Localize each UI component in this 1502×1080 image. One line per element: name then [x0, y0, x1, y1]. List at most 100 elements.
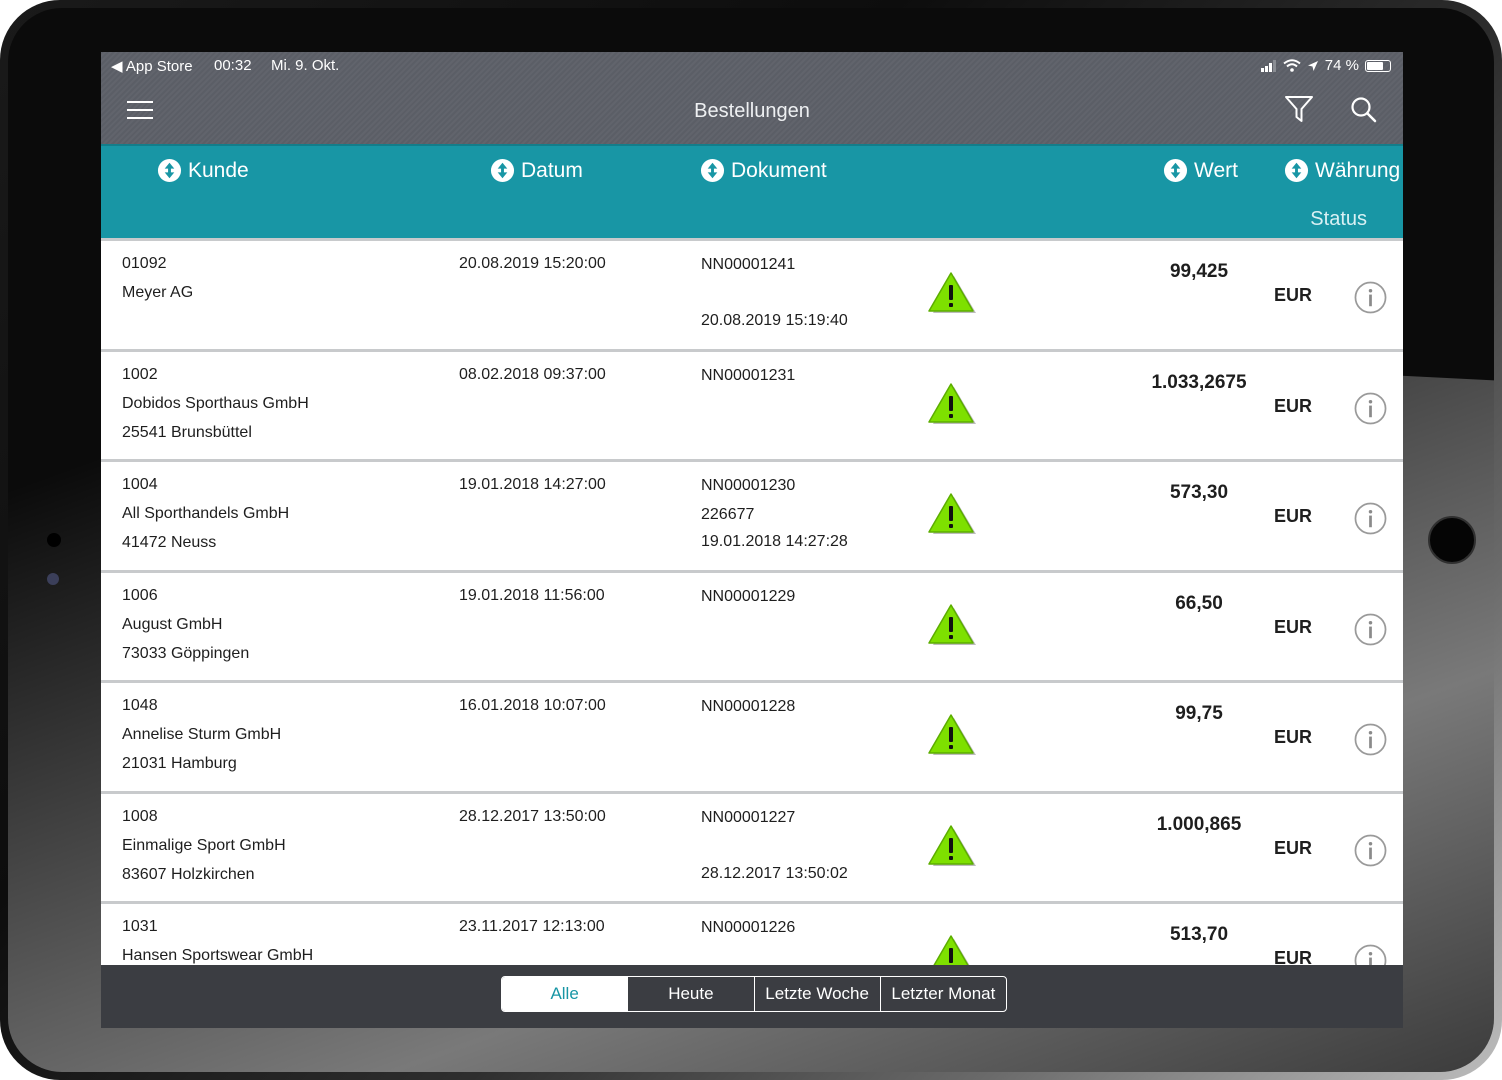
row-divider	[101, 680, 1403, 683]
customer-name: Hansen Sportswear GmbH	[122, 947, 314, 964]
customer-city: 41472 Neuss	[122, 534, 217, 551]
customer-name: Dobidos Sporthaus GmbH	[122, 394, 309, 412]
warning-triangle-icon	[927, 824, 977, 868]
home-button[interactable]	[1428, 516, 1476, 564]
order-date: 23.11.2017 12:13:00	[459, 918, 605, 935]
sort-arrows-icon	[700, 158, 725, 183]
document-date: 20.08.2019 15:19:40	[701, 312, 848, 329]
filter-tab[interactable]: Alle	[502, 977, 628, 1011]
warning-triangle-icon	[927, 713, 977, 757]
row-divider	[101, 901, 1403, 904]
warning-triangle-icon	[927, 603, 977, 647]
location-arrow-icon	[1307, 60, 1318, 71]
customer-number: 1006	[122, 586, 158, 604]
warning-triangle-icon	[927, 271, 977, 315]
order-date: 19.01.2018 11:56:00	[459, 586, 605, 604]
filter-tab[interactable]: Letzter Monat	[879, 977, 1006, 1011]
table-row[interactable]: 1048 Annelise Sturm GmbH 21031 Hamburg 16.0…	[101, 683, 1403, 791]
order-currency: EUR	[1274, 727, 1313, 747]
order-currency: EUR	[1274, 948, 1313, 965]
date-filter-segmented-control: Alle Heute Letzte Woche Letzter Monat	[501, 976, 1007, 1012]
customer-number: 1002	[122, 365, 158, 383]
battery-icon	[1365, 59, 1391, 72]
order-value: 99,75	[1175, 703, 1223, 724]
table-row[interactable]: 01092 Meyer AG 20.08.2019 15:20:00 NN000012…	[101, 241, 1403, 349]
filter-tab[interactable]: Letzte Woche	[753, 977, 880, 1011]
table-row[interactable]: 1008 Einmalige Sport GmbH 83607 Holzkirche…	[101, 793, 1403, 902]
sort-dokument-button[interactable]: Dokument	[700, 158, 827, 183]
document-number: NN00001226	[701, 919, 796, 936]
column-label-waehrung: Währung	[1315, 158, 1401, 182]
sort-kunde-button[interactable]: Kunde	[157, 158, 249, 183]
customer-number: 1048	[122, 697, 158, 714]
status-date: Mi. 9. Okt.	[271, 57, 340, 74]
page-title: Bestellungen	[694, 100, 810, 122]
back-to-app-store-link[interactable]: ◀ App Store	[111, 58, 193, 75]
row-divider	[101, 790, 1403, 794]
order-currency: EUR	[1274, 395, 1313, 416]
document-date: 19.01.2018 14:27:28	[701, 533, 848, 550]
info-icon[interactable]	[1354, 723, 1387, 756]
row-divider	[101, 569, 1403, 573]
info-icon[interactable]	[1354, 944, 1387, 965]
sort-arrows-icon	[1163, 158, 1188, 183]
row-divider	[101, 238, 1403, 241]
table-row[interactable]: 1004 All Sporthandels GmbH 41472 Neuss 19.0…	[101, 462, 1403, 570]
document-number: NN00001228	[701, 698, 796, 715]
table-row[interactable]: 1002 Dobidos Sporthaus GmbH 25541 Brunsbüt…	[101, 351, 1403, 460]
hamburger-menu-icon[interactable]	[127, 101, 153, 119]
warning-triangle-icon	[927, 382, 977, 426]
sort-arrows-icon	[157, 158, 182, 183]
info-icon[interactable]	[1354, 613, 1387, 646]
column-label-wert: Wert	[1194, 158, 1238, 182]
column-header: Kunde Datum Dokument Wert Währung Status	[101, 144, 1403, 238]
order-date: 28.12.2017 13:50:00	[459, 807, 606, 825]
warning-triangle-icon	[927, 934, 977, 965]
document-number: NN00001227	[701, 808, 796, 826]
column-label-dokument: Dokument	[731, 158, 827, 182]
customer-name: All Sporthandels GmbH	[122, 505, 290, 522]
order-value: 1.000,865	[1156, 813, 1242, 835]
table-row[interactable]: 1031 Hansen Sportswear GmbH 23.11.2017 12:…	[101, 904, 1403, 965]
front-camera	[47, 533, 61, 547]
battery-percent: 74 %	[1324, 57, 1359, 74]
order-value: 1.033,2675	[1151, 371, 1247, 393]
order-value: 66,50	[1175, 592, 1223, 614]
filter-tab[interactable]: Heute	[627, 977, 753, 1011]
table-row[interactable]: 1006 August GmbH 73033 Göppingen 19.01.2018…	[101, 572, 1403, 681]
customer-city: 83607 Holzkirchen	[122, 865, 255, 883]
app-screen: ◀ App Store 00:32 Mi. 9. Okt. 74 % Beste…	[101, 52, 1403, 1028]
orders-list: 01092 Meyer AG 20.08.2019 15:20:00 NN000012…	[101, 238, 1403, 965]
row-divider	[101, 459, 1403, 462]
info-icon[interactable]	[1354, 392, 1387, 425]
customer-city: 21031 Hamburg	[122, 755, 237, 772]
customer-number: 1008	[122, 807, 158, 825]
signal-icon	[1260, 59, 1276, 72]
customer-name: Einmalige Sport GmbH	[122, 836, 286, 854]
sort-arrows-icon	[1284, 158, 1309, 183]
customer-name: August GmbH	[122, 615, 223, 633]
info-icon[interactable]	[1354, 281, 1387, 314]
filter-funnel-icon[interactable]	[1284, 95, 1314, 123]
warning-triangle-icon	[927, 492, 977, 536]
info-icon[interactable]	[1354, 834, 1387, 867]
document-reference: 226677	[701, 506, 755, 523]
customer-city: 25541 Brunsbüttel	[122, 423, 252, 441]
document-number: NN00001230	[701, 477, 796, 494]
document-number: NN00001241	[701, 256, 796, 273]
customer-name: Meyer AG	[122, 284, 194, 301]
bottom-toolbar: Alle Heute Letzte Woche Letzter Monat	[101, 965, 1403, 1028]
ambient-sensor	[47, 573, 59, 585]
info-icon[interactable]	[1354, 502, 1387, 535]
column-label-status: Status	[1310, 208, 1367, 230]
row-divider	[101, 348, 1403, 352]
sort-waehrung-button[interactable]: Währung	[1284, 158, 1400, 183]
sort-wert-button[interactable]: Wert	[1163, 158, 1238, 183]
customer-number: 1004	[122, 476, 158, 493]
search-magnifier-icon[interactable]	[1350, 96, 1378, 124]
order-date: 16.01.2018 10:07:00	[459, 697, 606, 714]
status-indicators: 74 %	[1260, 57, 1391, 74]
customer-name: Annelise Sturm GmbH	[122, 726, 282, 743]
sort-datum-button[interactable]: Datum	[490, 158, 583, 183]
column-label-datum: Datum	[521, 158, 583, 182]
